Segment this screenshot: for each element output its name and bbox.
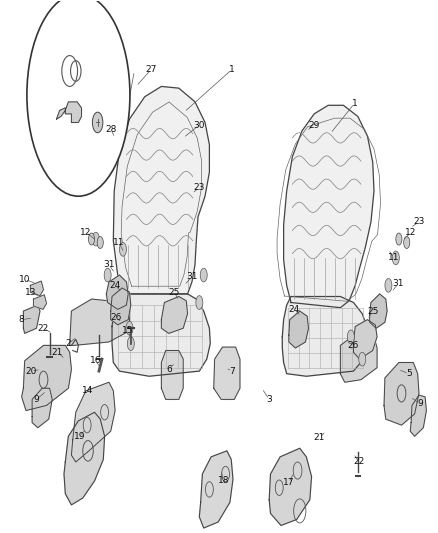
Text: 24: 24 <box>289 305 300 314</box>
Text: 30: 30 <box>194 120 205 130</box>
Text: 21: 21 <box>52 348 63 357</box>
Text: 6: 6 <box>166 365 172 374</box>
Circle shape <box>97 237 103 248</box>
Text: 11: 11 <box>388 253 399 262</box>
Text: 22: 22 <box>353 457 364 466</box>
Polygon shape <box>30 281 43 296</box>
Text: 17: 17 <box>283 478 295 487</box>
Text: 12: 12 <box>406 228 417 237</box>
Circle shape <box>359 352 366 366</box>
Circle shape <box>404 237 410 248</box>
Polygon shape <box>113 86 209 294</box>
Text: 13: 13 <box>25 288 36 297</box>
Circle shape <box>104 268 111 282</box>
Text: 11: 11 <box>113 238 124 247</box>
Polygon shape <box>57 102 81 123</box>
Text: 12: 12 <box>80 228 92 237</box>
Circle shape <box>347 330 354 344</box>
Circle shape <box>396 233 402 245</box>
Circle shape <box>196 296 203 309</box>
Polygon shape <box>283 296 367 376</box>
Circle shape <box>92 232 99 246</box>
Text: 21: 21 <box>314 433 325 442</box>
Polygon shape <box>161 351 183 399</box>
Text: 31: 31 <box>103 260 115 269</box>
Text: 26: 26 <box>348 341 359 350</box>
Text: 2: 2 <box>66 339 71 348</box>
Polygon shape <box>112 294 210 376</box>
Text: 23: 23 <box>413 217 425 227</box>
Text: 14: 14 <box>81 386 93 395</box>
Polygon shape <box>353 320 377 359</box>
Circle shape <box>120 243 127 256</box>
Text: 9: 9 <box>417 399 423 408</box>
Text: 31: 31 <box>186 272 198 281</box>
Circle shape <box>385 279 392 292</box>
Polygon shape <box>71 382 115 462</box>
Polygon shape <box>384 362 419 425</box>
Polygon shape <box>284 106 374 308</box>
Text: 1: 1 <box>351 99 357 108</box>
Polygon shape <box>32 388 52 427</box>
Text: 16: 16 <box>90 357 102 365</box>
Text: 28: 28 <box>105 125 117 134</box>
Polygon shape <box>33 295 46 309</box>
Polygon shape <box>340 333 377 382</box>
Polygon shape <box>64 412 105 505</box>
Text: 27: 27 <box>146 65 157 74</box>
Circle shape <box>126 321 133 335</box>
Polygon shape <box>410 395 426 437</box>
Text: 7: 7 <box>229 367 235 376</box>
Text: 18: 18 <box>218 477 229 486</box>
Polygon shape <box>199 451 233 528</box>
Circle shape <box>200 268 207 282</box>
Polygon shape <box>106 275 128 309</box>
Text: 26: 26 <box>111 313 122 322</box>
Text: 20: 20 <box>25 367 37 376</box>
Polygon shape <box>21 345 71 410</box>
Text: 15: 15 <box>123 326 134 335</box>
Text: 31: 31 <box>392 279 404 288</box>
Circle shape <box>127 337 134 351</box>
Circle shape <box>92 112 103 133</box>
Text: 29: 29 <box>308 120 320 130</box>
Circle shape <box>88 233 95 245</box>
Polygon shape <box>269 448 311 526</box>
Circle shape <box>27 0 130 196</box>
Text: 1: 1 <box>229 65 235 74</box>
Text: 24: 24 <box>110 281 121 290</box>
Polygon shape <box>111 288 131 325</box>
Polygon shape <box>370 294 387 328</box>
Text: 22: 22 <box>38 324 49 333</box>
Polygon shape <box>289 311 308 348</box>
Text: 5: 5 <box>406 369 412 378</box>
Text: 19: 19 <box>74 432 85 441</box>
Circle shape <box>392 251 399 265</box>
Polygon shape <box>70 299 130 345</box>
Text: 3: 3 <box>266 395 272 404</box>
Text: 10: 10 <box>19 275 31 284</box>
Text: 23: 23 <box>194 183 205 192</box>
Text: 25: 25 <box>169 288 180 297</box>
Text: 9: 9 <box>34 395 39 404</box>
Text: 8: 8 <box>19 315 25 324</box>
Polygon shape <box>23 305 40 333</box>
Polygon shape <box>161 296 187 333</box>
Text: 25: 25 <box>367 306 378 316</box>
Polygon shape <box>214 347 240 399</box>
